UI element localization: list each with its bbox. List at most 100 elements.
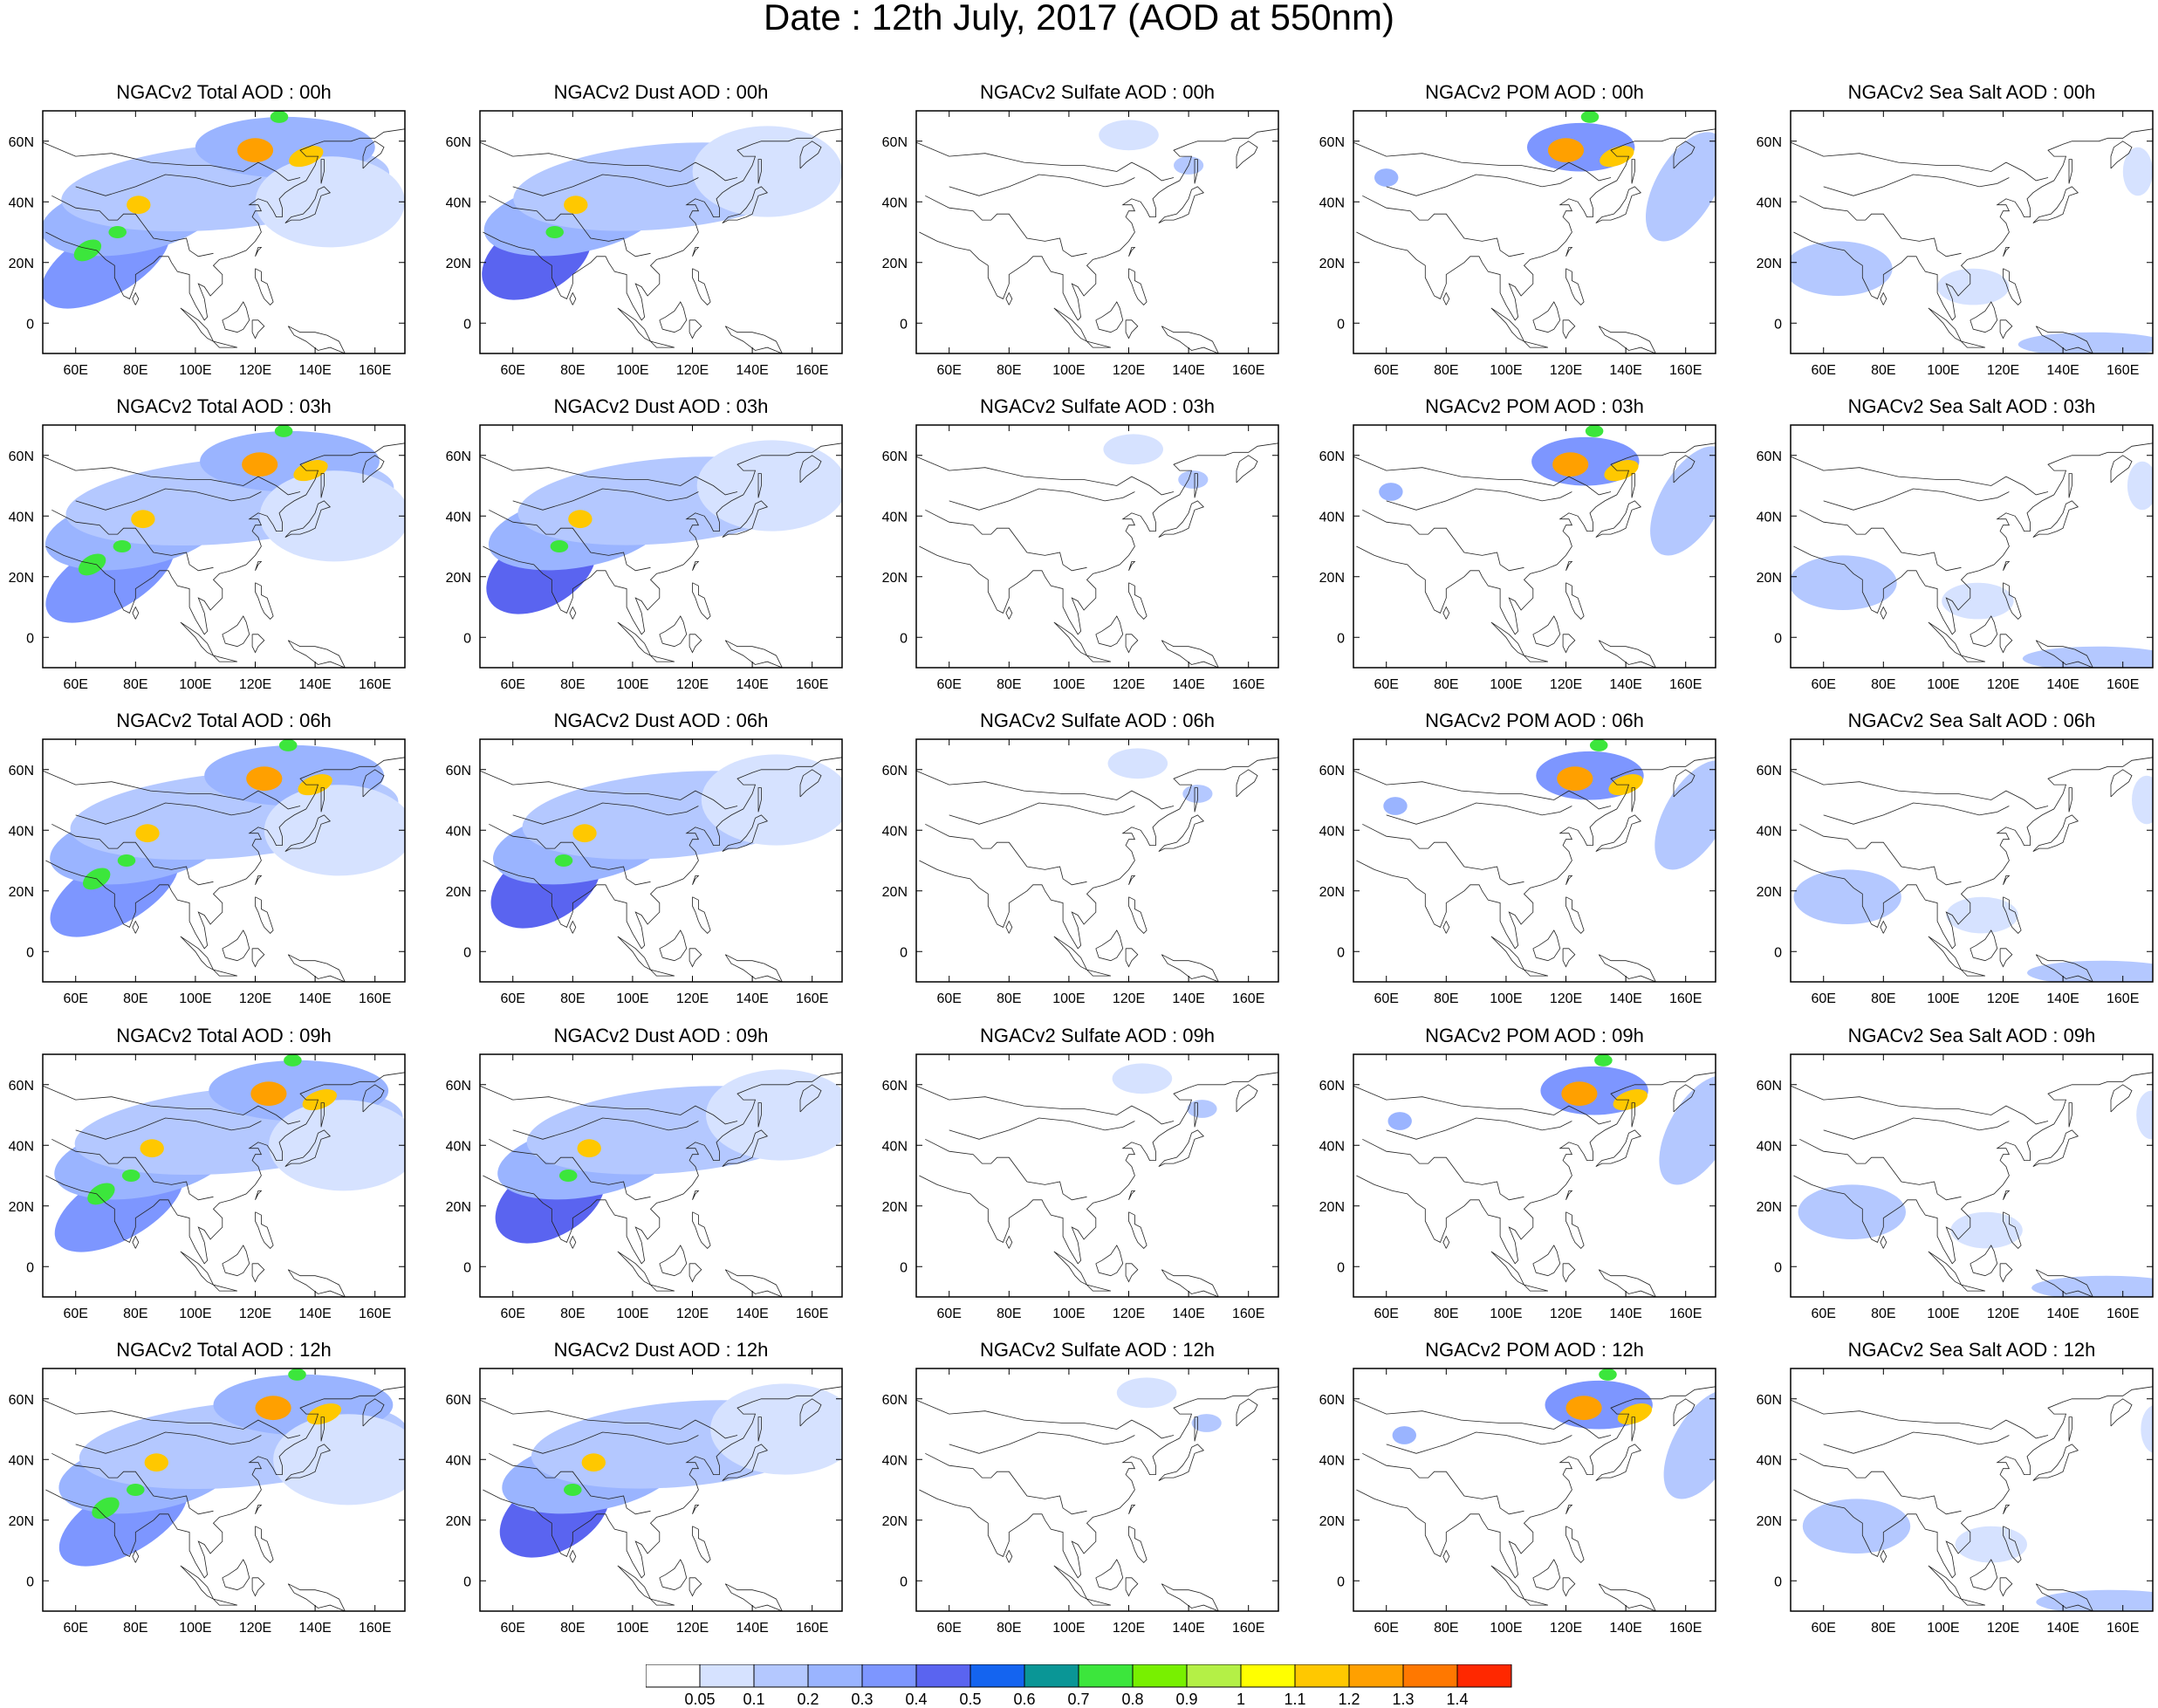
colorbar-swatch [699,1664,755,1688]
map-panel-total-00h: 60E 80E 100E 120E 140E 160E 0 20N 40N 60N [9,110,406,378]
aod-plume [1617,1403,1653,1425]
map-frame [42,738,406,983]
aod-plume [1645,132,1716,242]
aod-plume [2027,960,2153,982]
lon-tick-label: 100E [1052,1307,1085,1321]
lat-tick-label: 20N [1319,1200,1345,1215]
lon-tick-label: 160E [1669,1621,1702,1636]
aod-plume [1793,869,1901,924]
lon-tick-label: 120E [676,1307,709,1321]
lon-tick-label: 160E [359,1307,391,1321]
colorbar-label: 0.1 [743,1691,764,1706]
lat-tick-label: 60N [9,764,34,779]
lat-tick-label: 0 [463,631,471,646]
colorbar-swatch [1186,1664,1242,1688]
lat-tick-label: 20N [1319,257,1345,271]
lon-tick-label: 120E [1113,1621,1145,1636]
aod-plume [2127,461,2153,511]
aod-plume [706,1069,842,1161]
lat-tick-label: 0 [26,1574,34,1589]
coastline [916,1072,1278,1297]
lon-tick-label: 100E [1490,363,1522,378]
lat-tick-label: 40N [882,1139,908,1154]
lon-tick-label: 140E [1172,991,1204,1006]
aod-plume [1580,111,1600,123]
aod-plume [269,1100,405,1191]
lon-tick-label: 120E [1550,363,1582,378]
lon-tick-label: 140E [2046,1621,2079,1636]
lon-tick-label: 140E [736,991,768,1006]
aod-plume [1116,1377,1177,1409]
aod-field [1353,111,1716,353]
panel-title-sulfate-06h: NGACv2 Sulfate AOD : 06h [979,710,1216,731]
panel-title-seasalt-03h: NGACv2 Sea Salt AOD : 03h [1847,395,2096,417]
lon-tick-label: 140E [1172,363,1204,378]
map-frame [915,1053,1279,1298]
aod-plume [1187,1100,1217,1118]
aod-plume [1937,268,2010,305]
lat-tick-label: 60N [446,449,471,464]
map-frame [479,738,843,983]
aod-plume [2018,332,2153,353]
panel-title-pom-03h: NGACv2 POM AOD : 03h [1425,395,1644,417]
colorbar-swatch [1024,1664,1079,1688]
lon-tick-label: 80E [997,1307,1021,1321]
aod-field [43,1054,405,1297]
map-panel-sulfate-00h: 60E 80E 100E 120E 140E 160E 0 20N 40N 60N [882,110,1279,378]
lat-tick-label: 20N [882,257,908,271]
panel-title-dust-09h: NGACv2 Dust AOD : 09h [553,1025,769,1046]
colorbar-swatch [915,1664,971,1688]
aod-plume [264,785,405,876]
lon-tick-label: 140E [736,1307,768,1321]
aod-plume [550,540,569,552]
aod-field [480,111,842,353]
aod-plume [1112,1063,1173,1094]
coastline [1353,757,1716,982]
lon-tick-label: 140E [1609,1307,1641,1321]
lon-tick-label: 160E [1669,677,1702,692]
aod-field [916,111,1278,353]
aod-plume [1942,582,2014,620]
lat-tick-label: 20N [1319,1514,1345,1529]
lon-tick-label: 80E [1871,677,1895,692]
lon-tick-label: 100E [616,677,648,692]
aod-plume [2132,775,2153,825]
lon-tick-label: 140E [298,363,331,378]
lat-tick-label: 40N [882,510,908,525]
lat-tick-label: 60N [446,1393,471,1408]
lon-tick-label: 160E [2107,1621,2139,1636]
aod-plume [1663,1389,1716,1499]
aod-plume [121,1170,140,1182]
lat-tick-label: 40N [9,195,34,210]
aod-field [480,1368,842,1611]
lon-tick-label: 140E [1609,677,1641,692]
aod-field [1353,739,1716,982]
lon-tick-label: 60E [1374,1307,1398,1321]
colorbar-swatch [1294,1664,1350,1688]
lon-tick-label: 140E [2046,677,2079,692]
map-panel-sulfate-03h: 60E 80E 100E 120E 140E 160E 0 20N 40N 60N [882,424,1279,692]
aod-plume [1594,1054,1613,1067]
colorbar-label: 1.2 [1338,1691,1360,1706]
colorbar-label: 0.3 [851,1691,873,1706]
lon-tick-label: 160E [2107,1307,2139,1321]
colorbar-label: 0.6 [1013,1691,1035,1706]
lon-tick-label: 120E [1550,1307,1582,1321]
lat-tick-label: 40N [1319,1453,1345,1468]
lat-tick-label: 0 [463,945,471,960]
lon-tick-label: 60E [936,1307,961,1321]
map-panel-total-12h: 60E 80E 100E 120E 140E 160E 0 20N 40N 60N [9,1368,406,1636]
lat-tick-label: 0 [1774,631,1782,646]
lon-tick-label: 60E [1374,677,1398,692]
aod-plume [545,226,564,238]
lon-tick-label: 160E [359,363,391,378]
map-panel-dust-06h: 60E 80E 100E 120E 140E 160E 0 20N 40N 60N [446,738,843,1006]
lat-tick-label: 0 [900,945,908,960]
aod-plume [1103,434,1163,465]
lat-tick-label: 60N [1319,449,1345,464]
coastline [1791,1386,2153,1611]
map-frame [42,1368,406,1612]
lon-tick-label: 60E [500,1307,524,1321]
aod-field [1791,739,2153,982]
colorbar-label: 1.1 [1284,1691,1305,1706]
